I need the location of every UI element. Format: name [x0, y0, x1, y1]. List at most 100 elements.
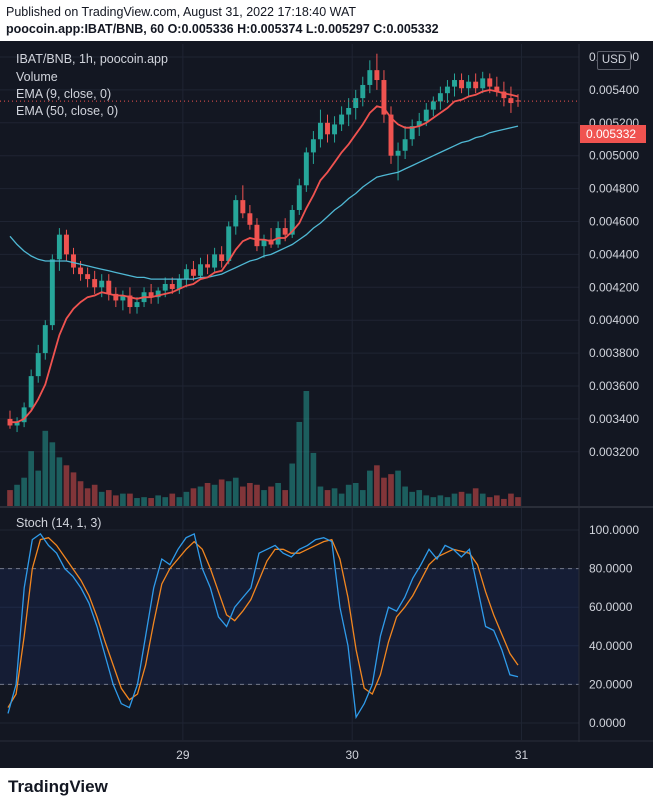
volume-bar	[430, 497, 437, 506]
volume-bar	[479, 493, 486, 506]
candle-body	[261, 239, 267, 247]
volume-bar	[416, 490, 423, 506]
candle-body	[120, 295, 126, 301]
candle-body	[296, 185, 302, 210]
candle-body	[423, 109, 429, 122]
stoch-d-line	[7, 536, 519, 708]
stoch-tick-label: 40.0000	[589, 639, 633, 653]
volume-bar	[120, 493, 126, 506]
candle-body	[430, 101, 436, 110]
candle-body	[21, 407, 27, 423]
volume-bar	[105, 490, 112, 506]
candle-body	[317, 122, 323, 140]
volume-bar	[14, 484, 20, 506]
volume-bar	[472, 488, 479, 506]
stoch-legend[interactable]: Stoch (14, 1, 3)	[16, 516, 102, 530]
volume-bar	[91, 484, 98, 506]
candle-body	[275, 228, 281, 245]
candle-body	[402, 139, 408, 151]
currency-button[interactable]: USD	[597, 51, 631, 70]
volume-bar	[77, 481, 84, 506]
candle-body	[508, 98, 514, 104]
symbol-legend[interactable]: IBAT/BNB, 1h, poocoin.app	[16, 52, 168, 66]
candle-body	[198, 264, 203, 276]
candle-body	[254, 224, 260, 247]
volume-bar	[190, 488, 197, 506]
volume-bar	[317, 486, 324, 506]
volume-bar	[169, 493, 176, 506]
volume-bar	[56, 457, 63, 506]
stoch-tick-label: 20.0000	[589, 677, 633, 691]
candle-body	[494, 86, 500, 92]
volume-bar	[331, 488, 338, 506]
ema50-legend[interactable]: EMA (50, close, 0)	[16, 104, 119, 118]
stoch-tick-label: 80.0000	[589, 562, 633, 576]
volume-bar	[240, 486, 246, 506]
volume-bar	[345, 484, 352, 506]
volume-bar	[155, 495, 161, 506]
volume-bar	[508, 493, 514, 506]
volume-bar	[254, 484, 260, 506]
volume-bar	[127, 493, 133, 506]
volume-bar	[261, 490, 267, 506]
indicator-lines	[0, 88, 579, 424]
candle-body	[480, 78, 486, 89]
price-tick-label: 0.005400	[589, 83, 639, 97]
volume-bar	[183, 491, 190, 506]
candle-body	[113, 293, 119, 301]
candle-body	[56, 234, 62, 260]
candle-body	[240, 200, 246, 214]
candle-body	[71, 254, 76, 268]
volume-bar	[204, 483, 211, 506]
volume-bar	[494, 495, 500, 506]
volume-bar	[458, 491, 465, 506]
volume-bar	[28, 451, 34, 506]
candle-body	[233, 200, 239, 227]
tradingview-logo[interactable]: TradingView	[8, 777, 108, 796]
candle-body	[190, 269, 196, 276]
price-tick-label: 0.004400	[589, 247, 639, 261]
volume-bar	[501, 498, 507, 506]
volume-bar	[232, 477, 239, 506]
candle-body	[205, 264, 211, 268]
volume-bar	[515, 497, 521, 506]
candle-body	[388, 114, 394, 156]
candle-body	[501, 91, 507, 99]
candle-body	[282, 228, 288, 235]
candle-body	[63, 234, 69, 255]
volume-bar	[423, 495, 430, 506]
chart-canvas[interactable]: 0.003200 0.003400 0.003600 0.003800 0.004000…	[0, 41, 653, 768]
candle-body	[437, 93, 443, 102]
volume-bar	[402, 486, 408, 506]
volume-bar	[359, 490, 366, 506]
price-tick-label: 0.004200	[589, 280, 639, 294]
volume-bar	[247, 483, 253, 506]
publish-header: Published on TradingView.com, August 31,…	[0, 0, 653, 41]
candle-body	[148, 292, 154, 298]
candle-body	[42, 325, 48, 354]
candle-body	[360, 84, 366, 99]
price-tick-label: 0.004800	[589, 182, 639, 196]
candle-body	[353, 98, 359, 108]
ema9-legend[interactable]: EMA (9, close, 0)	[16, 87, 112, 101]
candle-body	[155, 290, 161, 298]
candle-body	[28, 376, 34, 408]
volume-legend[interactable]: Volume	[16, 70, 58, 84]
volume-bar	[303, 391, 310, 506]
candle-body	[416, 121, 422, 127]
candle-body	[127, 295, 133, 308]
volume-bar	[395, 470, 401, 506]
candle-body	[466, 81, 472, 89]
price-tick-label: 0.003800	[589, 346, 639, 360]
candle-body	[99, 280, 105, 288]
time-tick-label: 31	[515, 748, 529, 762]
volume-bar	[324, 490, 331, 506]
volume-bar	[225, 481, 232, 506]
volume-bar	[42, 430, 49, 506]
volume-bar	[21, 477, 27, 506]
candle-body	[515, 100, 521, 102]
candle-body	[444, 86, 450, 94]
volume-bar	[451, 493, 458, 506]
ema9-line	[10, 88, 519, 424]
